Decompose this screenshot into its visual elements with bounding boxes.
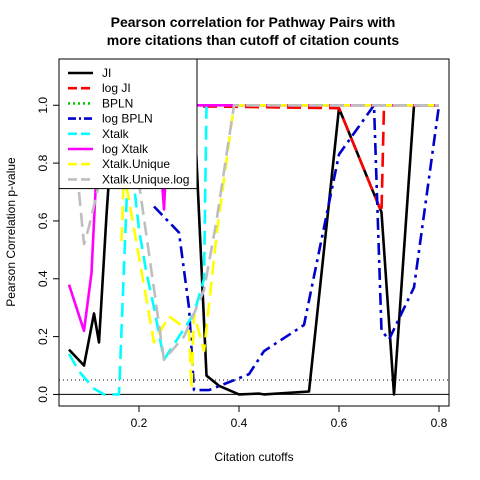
legend-label: Xtalk [102,127,130,141]
y-tick-label: 0.4 [36,270,50,287]
y-tick-label: 1.0 [36,97,50,114]
legend-label: JI [102,66,111,80]
legend-label: log BPLN [102,112,153,126]
legend-label: log JI [102,81,131,95]
legend-label: log Xtalk [102,142,149,156]
y-tick-label: 0.2 [36,328,50,345]
x-tick-label: 0.8 [431,416,448,430]
plot-frame [58,58,450,407]
legend-label: Xtalk.Unique [102,157,170,171]
legend-label: Xtalk.Unique.log [102,172,189,186]
x-axis: 0.2 0.4 0.6 0.8 [131,406,448,430]
y-tick-label: 0.8 [36,154,50,171]
legend-box [58,58,198,190]
y-tick-label: 0.0 [36,386,50,403]
y-tick-label: 0.6 [36,212,50,229]
x-tick-label: 0.4 [231,416,248,430]
y-axis-label: Pearson Correlation p-value [4,157,18,307]
x-tick-label: 0.6 [331,416,348,430]
x-axis-label: Citation cutoffs [214,450,293,464]
series-line-xtalk-unique-log [77,104,439,362]
y-axis: 0.0 0.2 0.4 0.6 0.8 1.0 [36,97,59,403]
x-tick-label: 0.2 [131,416,148,430]
series-line-ji [68,104,439,396]
chart-title-line-1: Pearson correlation for Pathway Pairs wi… [111,14,396,30]
legend-label: BPLN [102,96,133,110]
chart-title-line-2: more citations than cutoff of citation c… [107,32,400,48]
